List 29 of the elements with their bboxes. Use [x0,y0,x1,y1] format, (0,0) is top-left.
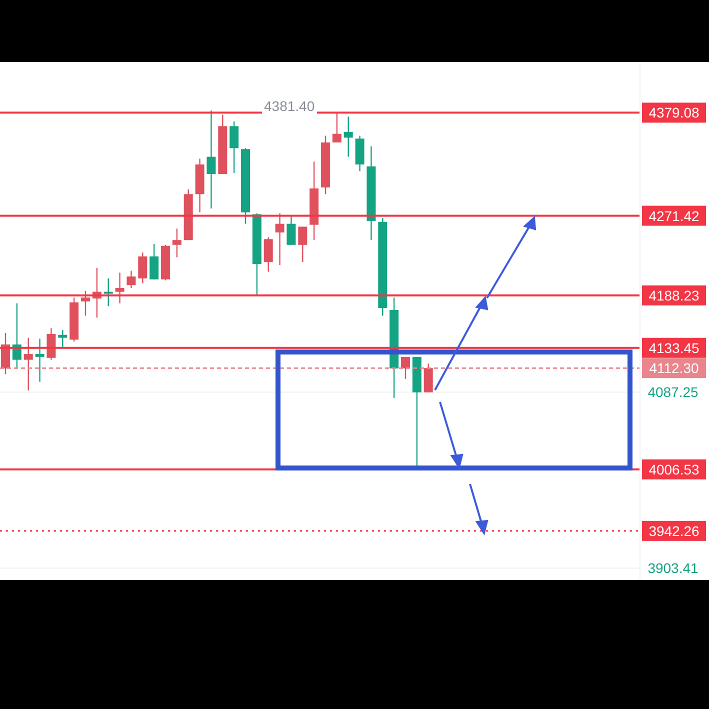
candlestick [24,337,33,392]
ref-line-label: 4271.42 [648,208,700,224]
candlestick [298,226,308,263]
candlestick [115,272,124,304]
ref-line-label: 4379.08 [648,104,700,121]
ref-line-label: 4188.23 [648,287,700,304]
candlestick [46,328,56,360]
candlestick [126,270,136,289]
candlestick [138,252,148,284]
candlestick [332,111,342,144]
candlestick [230,120,239,174]
candlestick [264,236,273,272]
y-tick-label: 3903.41 [648,560,699,576]
candlestick [401,356,410,380]
ref-line-label: 4006.53 [648,461,700,478]
ref-line-label: 4133.45 [648,340,700,356]
candlestick [344,116,353,158]
y-tick-label: 4087.25 [648,384,699,400]
ref-line-label: 4112.30 [649,360,699,376]
candlestick [35,338,44,382]
annotation: 4381.40 [262,98,317,114]
candlestick [150,243,159,280]
ref-line-label: 3942.26 [648,522,700,539]
candlestick [172,228,182,258]
candlestick [206,110,216,210]
candlestick [286,214,296,246]
candlestick [58,329,68,348]
candlestick [81,290,90,316]
candlestick [275,212,284,266]
